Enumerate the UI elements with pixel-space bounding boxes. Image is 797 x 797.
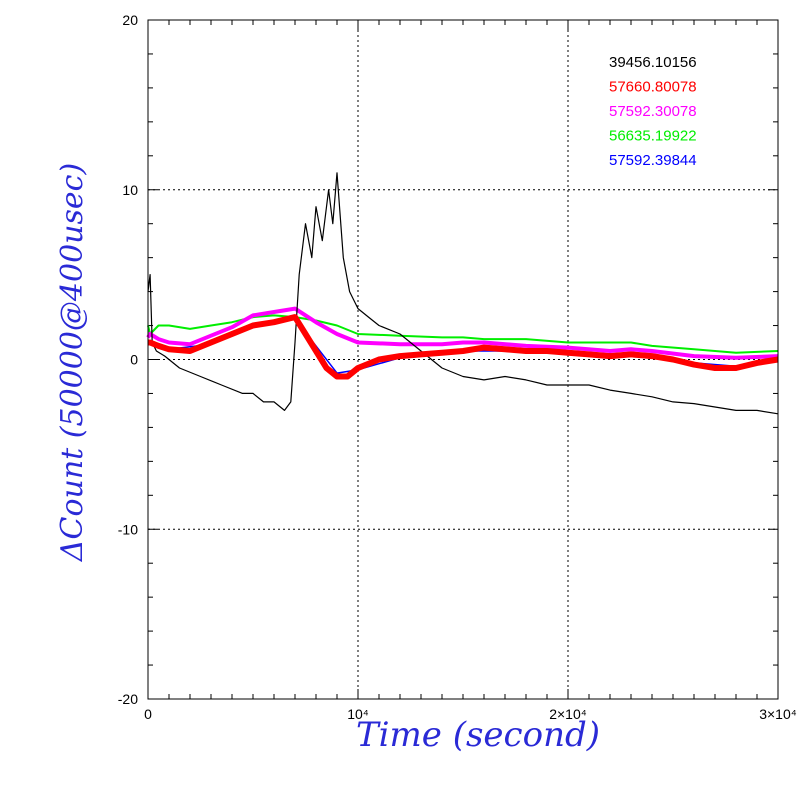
legend: 39456.10156 57660.80078 57592.30078 56635.1… — [609, 54, 697, 169]
tick-labels: 0 10⁴ 2×10⁴ 3×10⁴ 20 10 0 -10 -20 — [118, 12, 797, 722]
series-line-0 — [147, 172, 779, 415]
x-tick-label-0: 0 — [144, 706, 152, 722]
legend-entry-1: 57660.80078 — [609, 79, 697, 96]
y-tick-label-0: 20 — [122, 12, 138, 28]
legend-entry-2: 57592.30078 — [609, 103, 697, 120]
legend-entry-4: 57592.39844 — [609, 152, 697, 169]
y-tick-label-2: 0 — [130, 352, 138, 368]
x-tick-label-3: 3×10⁴ — [759, 706, 797, 722]
y-tick-label-3: -10 — [118, 521, 138, 537]
y-tick-label-4: -20 — [118, 691, 138, 707]
y-axis-title: ΔCount (50000@400usec) — [55, 163, 90, 562]
series-line-1 — [147, 314, 779, 380]
series-line-3 — [147, 314, 779, 354]
x-axis-title: Time (second) — [356, 715, 600, 755]
series-line-2 — [146, 306, 779, 360]
y-tick-label-1: 10 — [122, 182, 138, 198]
plot-frame — [147, 19, 779, 700]
legend-entry-0: 39456.10156 — [609, 54, 697, 71]
series-layer — [146, 172, 779, 415]
x-tick-label-1: 10⁴ — [347, 706, 369, 722]
legend-entry-3: 56635.19922 — [609, 128, 697, 145]
x-tick-label-2: 2×10⁴ — [549, 706, 587, 722]
